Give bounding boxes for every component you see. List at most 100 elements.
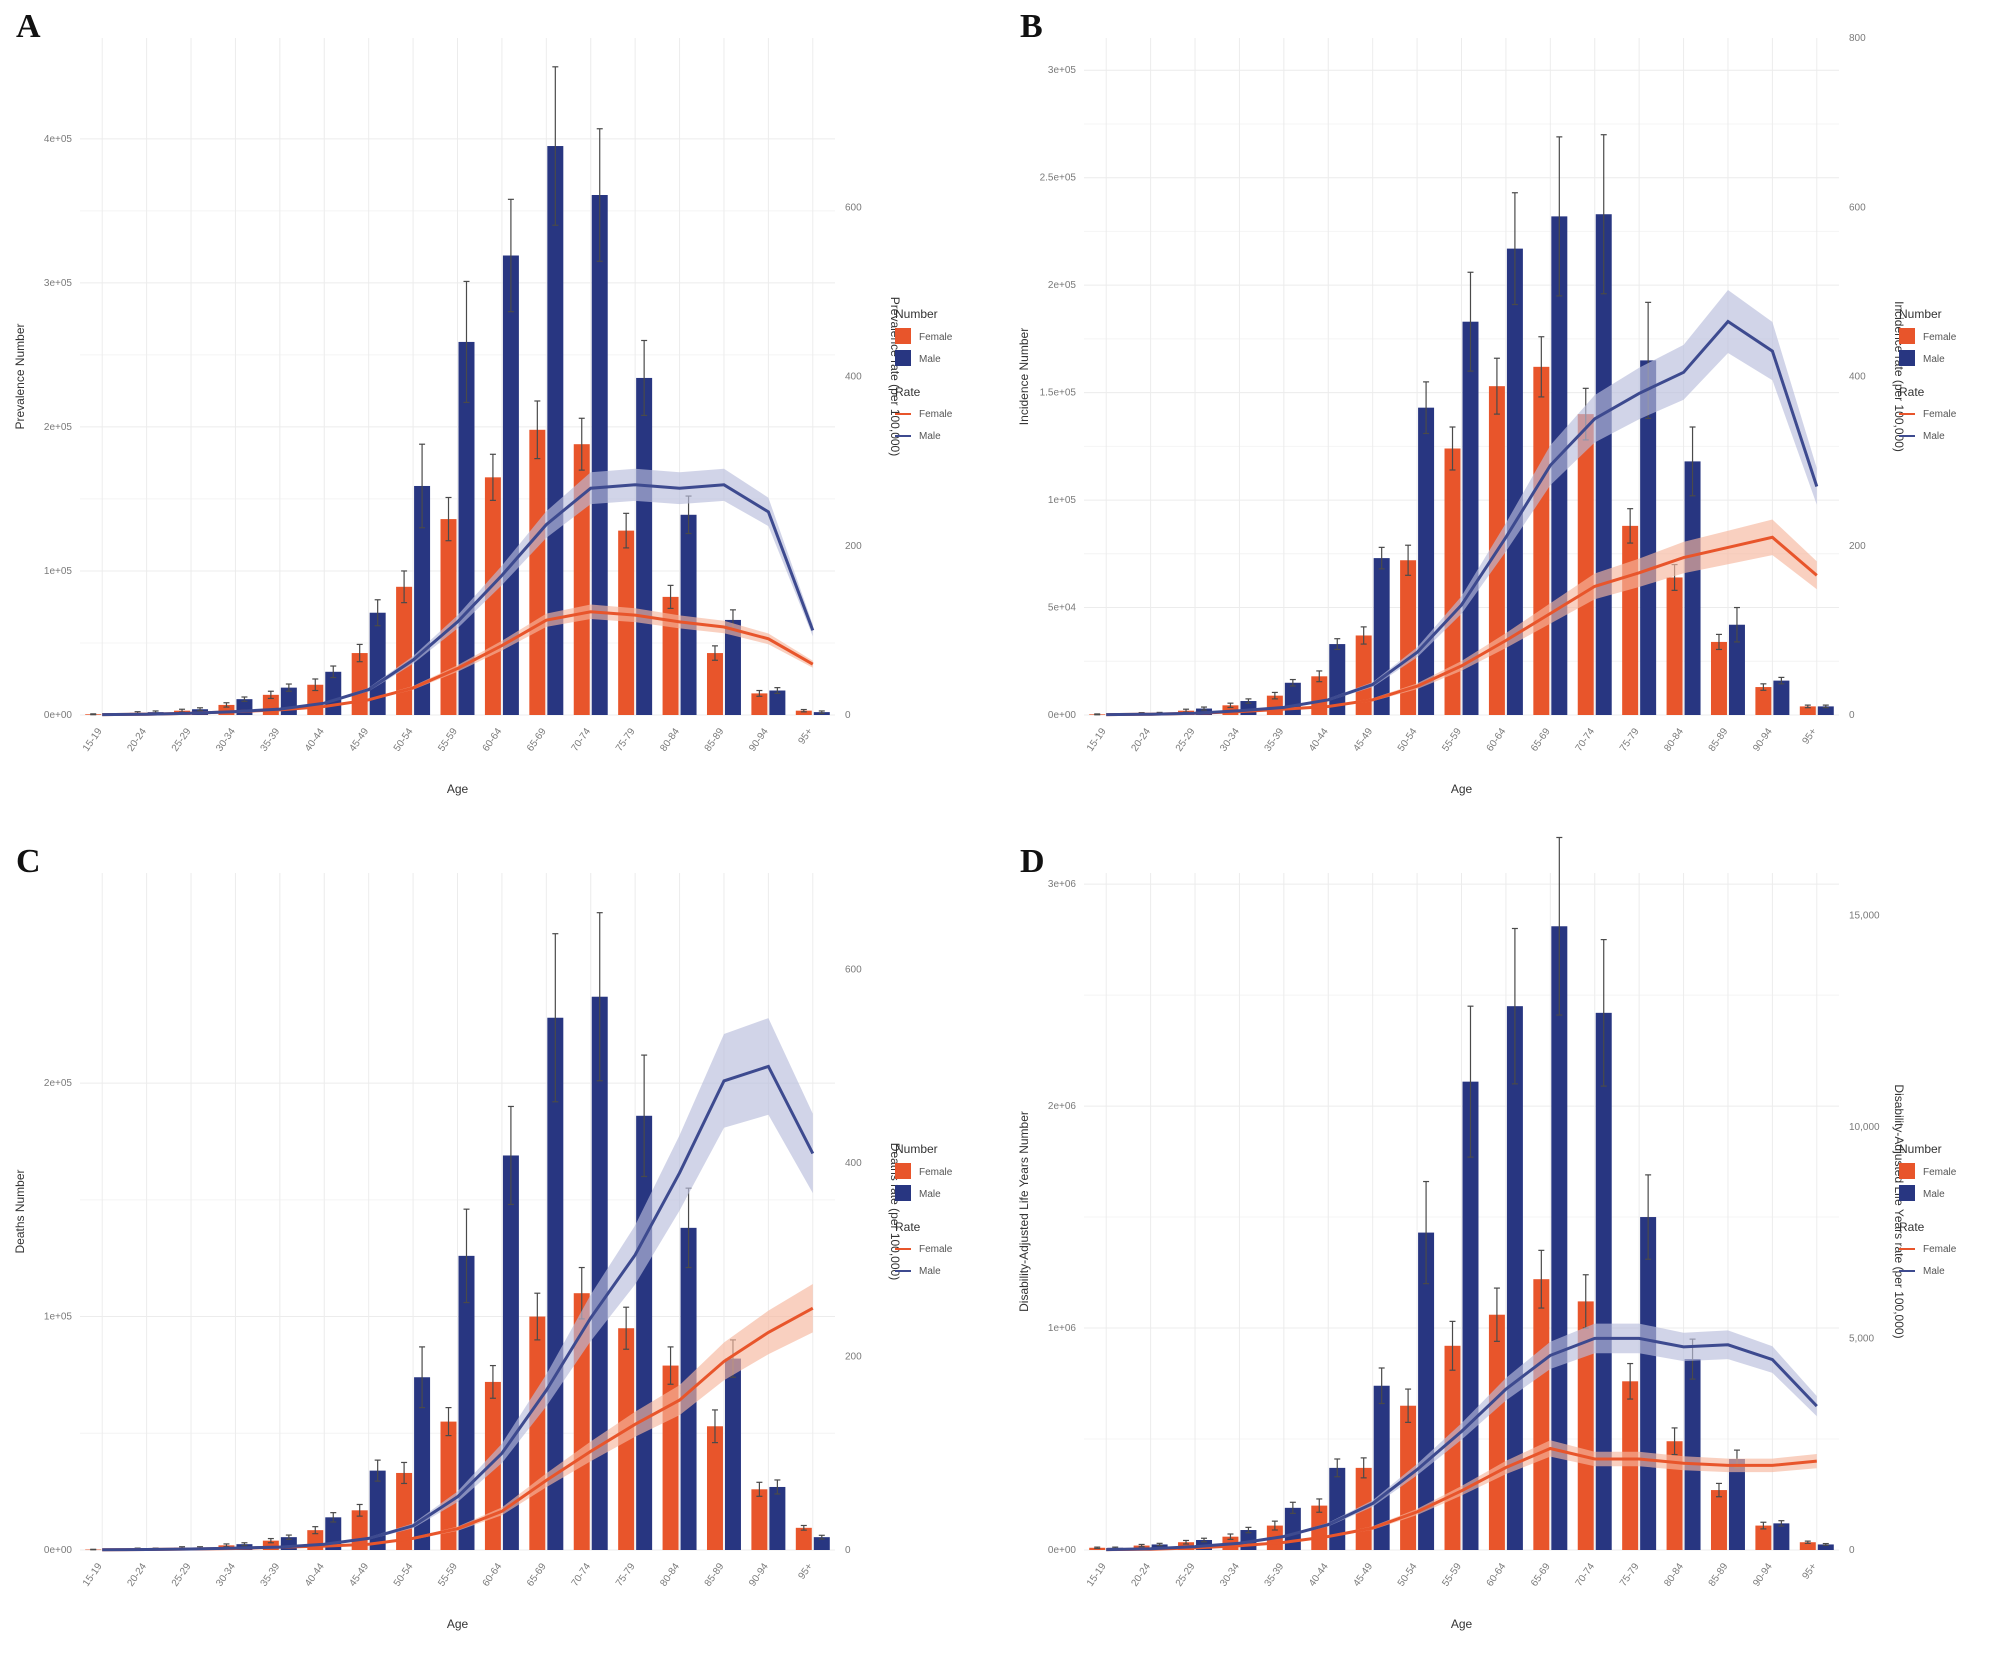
x-tick-label: 20-24 (1129, 1561, 1153, 1589)
y-tick-label: 2.5e+05 (1040, 173, 1077, 184)
x-tick-label: 60-64 (1485, 1561, 1509, 1589)
bar-female-35-39 (262, 1540, 279, 1550)
bar-female-90-94 (751, 693, 768, 715)
legend-male-rate-label: Male (919, 1266, 941, 1277)
rate-ribbon-female (102, 1284, 813, 1550)
x-tick-label: 65-69 (525, 726, 549, 754)
x-tick-label: 40-44 (303, 1561, 327, 1589)
legend-male-label: Male (919, 354, 941, 365)
y2-tick-label: 0 (1849, 1545, 1855, 1556)
legend-swatch-female-bar (1899, 328, 1915, 344)
rate-ribbon-male (102, 1018, 813, 1550)
bar-male-45-49 (369, 612, 386, 715)
bar-male-80-84 (1684, 1359, 1701, 1550)
x-tick-label: 65-69 (525, 1561, 549, 1589)
x-tick-label: 85-89 (1707, 726, 1731, 754)
rate-ribbon-female (1106, 1440, 1817, 1550)
panel-d: D 0e+00 1e+06 2e+06 3e+06 0 5,000 10,000 15,000… (1004, 835, 2008, 1670)
bar-male-40-44 (1329, 1467, 1346, 1550)
y2-axis-title: Disability-Adjusted Life Years rate (per… (1892, 1084, 1906, 1338)
y-tick-label: 5e+04 (1048, 603, 1077, 614)
bar-male-85-89 (724, 1358, 741, 1550)
y-tick-label: 3e+05 (1048, 65, 1077, 76)
bar-male-75-79 (1640, 1217, 1657, 1550)
bar-male-80-84 (1684, 461, 1701, 715)
rate-ribbon-male (102, 468, 813, 715)
x-tick-label: 35-39 (259, 726, 283, 754)
bar-male-70-74 (591, 195, 608, 716)
legend-female-label: Female (919, 332, 953, 343)
y2-tick-label: 0 (1849, 710, 1855, 721)
bar-male-45-49 (1373, 558, 1390, 715)
panel-label: A (16, 8, 41, 45)
bar-female-80-84 (1666, 577, 1683, 715)
x-tick-label: 55-59 (1440, 1561, 1464, 1589)
x-tick-label: 70-74 (570, 726, 594, 754)
x-tick-label: 65-69 (1529, 1561, 1553, 1589)
legend-male-label: Male (919, 1189, 941, 1200)
x-tick-label: 55-59 (436, 1561, 460, 1589)
x-tick-label: 95+ (797, 726, 816, 746)
legend-swatch-female-bar (895, 328, 911, 344)
x-tick-label: 25-29 (170, 1561, 194, 1589)
legend-rate-title: Rate (1899, 1220, 1925, 1234)
y-tick-label: 1e+05 (44, 566, 73, 577)
x-tick-label: 75-79 (1618, 726, 1642, 754)
bar-female-50-54 (1400, 560, 1417, 715)
panel-label: C (16, 843, 41, 880)
bar-female-95+ (1799, 1542, 1816, 1550)
bar-female-95+ (795, 1527, 812, 1550)
x-tick-label: 15-19 (81, 726, 105, 754)
x-tick-label: 95+ (797, 1561, 816, 1581)
legend-swatch-male-bar (1899, 350, 1915, 366)
bar-male-85-89 (1728, 1458, 1745, 1550)
chart-panel-b: 0e+00 5e+04 1e+05 1.5e+05 2e+05 2.5e+05 3e+05 0… (1017, 33, 1957, 796)
legend-female-rate-label: Female (919, 409, 953, 420)
bar-male-55-59 (1462, 321, 1479, 715)
bar-male-90-94 (769, 1486, 786, 1550)
legend-male-rate-label: Male (1923, 1266, 1945, 1277)
y2-tick-label: 0 (845, 710, 851, 721)
rate-line-male (102, 1064, 815, 1552)
y2-tick-label: 400 (1849, 372, 1866, 383)
y-tick-label: 1e+05 (1048, 495, 1077, 506)
rate-line-female (1106, 1446, 1817, 1552)
y2-tick-label: 200 (845, 541, 862, 552)
y2-tick-label: 5,000 (1849, 1333, 1874, 1344)
y2-tick-label: 800 (1849, 33, 1866, 44)
bar-male-65-69 (547, 1017, 564, 1550)
bar-male-85-89 (724, 619, 741, 715)
legend-number-title: Number (895, 1142, 938, 1156)
bar-female-65-69 (529, 429, 546, 715)
x-axis-title: Age (447, 782, 469, 796)
bar-male-40-44 (325, 671, 342, 715)
bar-female-85-89 (706, 653, 723, 715)
legend-number-title: Number (895, 307, 938, 321)
bar-female-90-94 (1755, 687, 1772, 715)
legend-swatch-male-bar (895, 1185, 911, 1201)
rate-ribbon-male (1106, 290, 1817, 715)
legend-male-label: Male (1923, 1189, 1945, 1200)
x-tick-label: 40-44 (1307, 726, 1331, 754)
x-tick-label: 65-69 (1529, 726, 1553, 754)
y-tick-label: 2e+05 (44, 422, 73, 433)
x-tick-label: 80-84 (658, 726, 682, 754)
legend-rate-title: Rate (895, 385, 921, 399)
bar-male-85-89 (1728, 624, 1745, 715)
bar-male-80-84 (680, 514, 697, 715)
x-tick-label: 45-49 (1351, 1561, 1375, 1589)
y-axis-title: Incidence Number (1017, 328, 1031, 425)
bar-male-60-64 (502, 255, 519, 715)
bar-male-65-69 (1551, 926, 1568, 1550)
bar-male-60-64 (1506, 248, 1523, 715)
y-tick-label: 1e+06 (1048, 1323, 1077, 1334)
y2-tick-label: 10,000 (1849, 1122, 1880, 1133)
bar-male-65-69 (547, 146, 564, 715)
y-tick-label: 1.5e+05 (1040, 388, 1077, 399)
x-tick-label: 95+ (1801, 1561, 1820, 1581)
y-tick-label: 3e+06 (1048, 879, 1077, 890)
bar-male-45-49 (369, 1470, 386, 1550)
legend-female-label: Female (919, 1167, 953, 1178)
rate-ribbon-female (1106, 519, 1817, 715)
bar-male-70-74 (591, 996, 608, 1550)
